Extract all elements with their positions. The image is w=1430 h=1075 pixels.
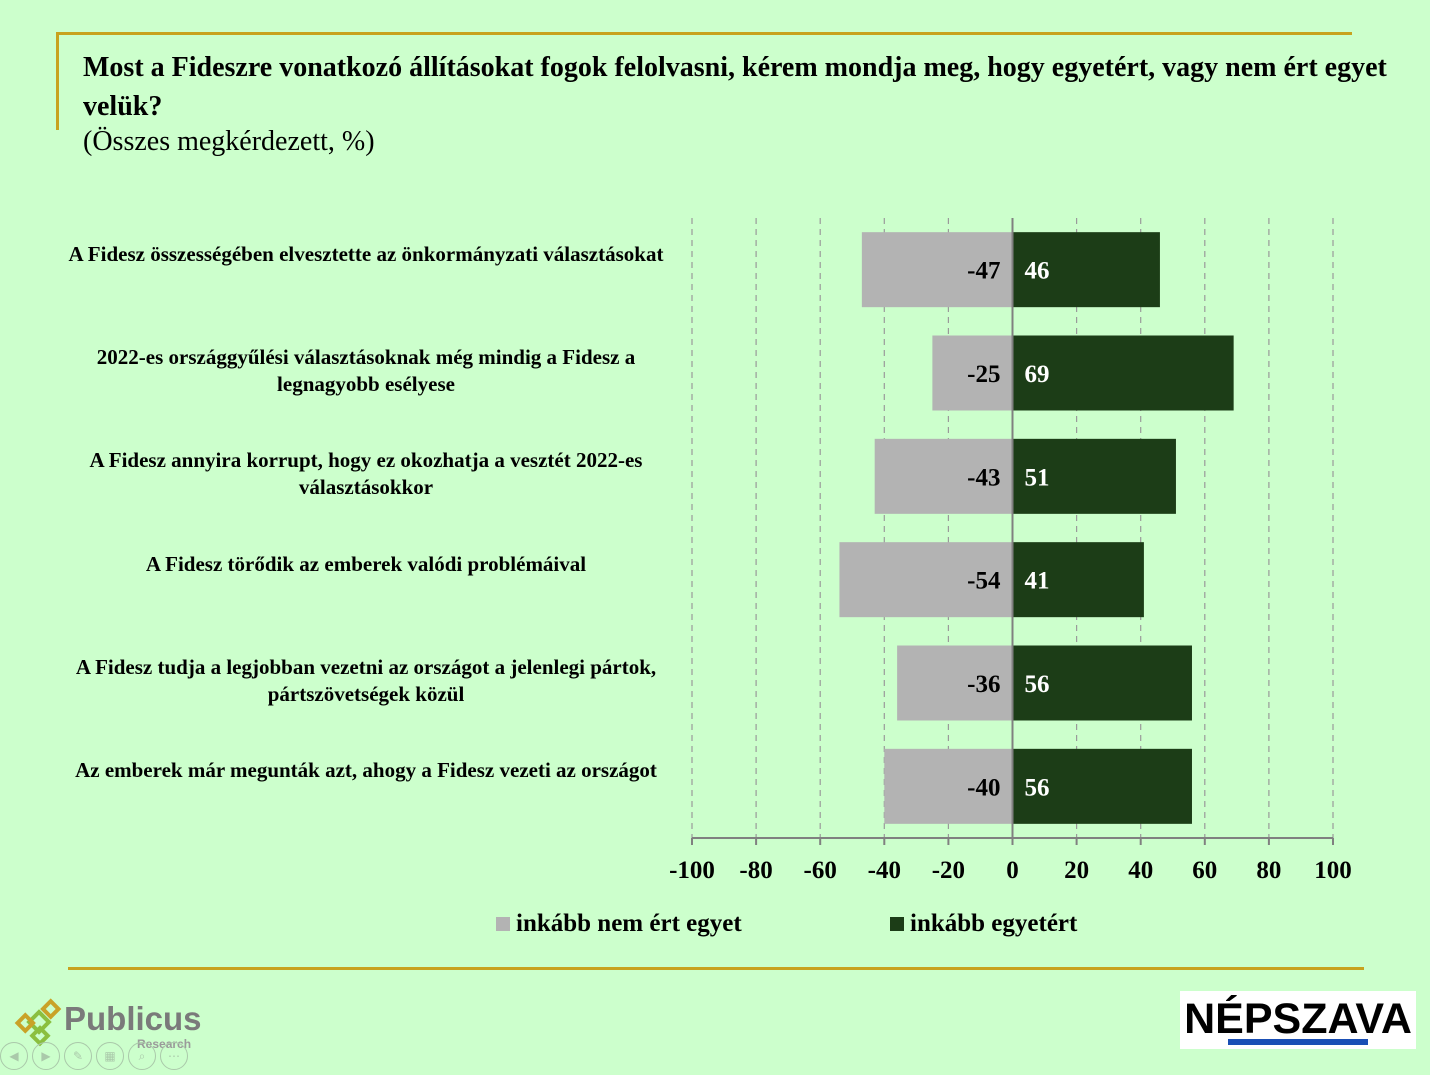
pen-icon[interactable]: ✎ [64, 1042, 92, 1070]
publicus-logo-text: Publicus [64, 1000, 202, 1037]
data-label-disagree: -36 [967, 671, 1000, 698]
slides-icon[interactable]: ▦ [96, 1042, 124, 1070]
data-label-disagree: -40 [967, 774, 1000, 801]
data-label-agree: 51 [1025, 464, 1050, 491]
x-tick-label: 60 [1192, 857, 1217, 884]
bar-agree [1012, 748, 1192, 824]
bar-disagree [932, 335, 1013, 411]
bar-disagree [839, 542, 1013, 618]
bar-disagree [897, 645, 1013, 721]
legend-label-agree: inkább egyetért [910, 910, 1078, 937]
category-label: A Fidesz annyira korrupt, hogy ez okozha… [89, 448, 643, 500]
x-tick-label: 40 [1128, 857, 1153, 884]
data-label-agree: 56 [1025, 774, 1050, 801]
bar-disagree [861, 232, 1013, 308]
legend-label-disagree: inkább nem ért egyet [516, 910, 742, 937]
nepszava-logo-bar [1228, 1039, 1368, 1045]
zoom-icon[interactable]: ⌕ [128, 1042, 156, 1070]
x-tick-label: -80 [739, 857, 772, 884]
category-label: A Fidesz törődik az emberek valódi probl… [145, 551, 587, 576]
bar-agree [1012, 645, 1192, 721]
page-title: Most a Fideszre vonatkozó állításokat fo… [83, 52, 1387, 122]
nepszava-logo: NÉPSZAVA [1180, 991, 1416, 1049]
bar-disagree [884, 748, 1013, 824]
bar-agree [1012, 335, 1234, 411]
data-label-disagree: -43 [967, 464, 1000, 491]
bar-agree [1012, 232, 1160, 308]
data-label-disagree: -54 [967, 568, 1001, 595]
x-tick-label: -20 [932, 857, 965, 884]
x-tick-label: -60 [804, 857, 837, 884]
data-label-disagree: -47 [967, 258, 1000, 285]
prev-slide-icon[interactable]: ◀ [0, 1042, 28, 1070]
page-subtitle: (Összes megkérdezett, %) [83, 126, 375, 157]
more-icon[interactable]: ⋯ [160, 1042, 188, 1070]
category-label: A Fidesz tudja a legjobban vezetni az or… [75, 655, 657, 706]
frame-top-line [56, 32, 1352, 35]
x-tick-label: -40 [868, 857, 901, 884]
bar-agree [1012, 542, 1144, 618]
legend-swatch-agree [890, 917, 904, 931]
legend-item-disagree: inkább nem ért egyet [496, 910, 742, 938]
category-label: A Fidesz összességében elvesztette az ön… [68, 241, 664, 266]
x-tick-label: 0 [1006, 857, 1019, 884]
nepszava-logo-text: NÉPSZAVA [1184, 995, 1412, 1043]
x-tick-label: 80 [1256, 857, 1281, 884]
slide-nav: ◀ ▶ ✎ ▦ ⌕ ⋯ [0, 1042, 188, 1070]
data-label-agree: 46 [1025, 258, 1050, 285]
legend-item-agree: inkább egyetért [890, 910, 1077, 938]
bar-disagree [874, 438, 1013, 514]
data-label-disagree: -25 [967, 361, 1000, 388]
data-label-agree: 41 [1025, 568, 1050, 595]
x-tick-label: 20 [1064, 857, 1089, 884]
frame-bottom-line [68, 967, 1364, 970]
data-label-agree: 56 [1025, 671, 1050, 698]
x-tick-label: 100 [1314, 857, 1352, 884]
category-label: Az emberek már megunták azt, ahogy a Fid… [75, 758, 657, 783]
publicus-logo-icon [14, 998, 62, 1047]
category-label: 2022-es országgyűlési választásoknak még… [96, 345, 636, 396]
frame-left-line [56, 32, 59, 130]
data-label-agree: 69 [1025, 361, 1050, 388]
legend-swatch-disagree [496, 917, 510, 931]
next-slide-icon[interactable]: ▶ [32, 1042, 60, 1070]
x-tick-label: -100 [669, 857, 715, 884]
bar-agree [1012, 438, 1176, 514]
